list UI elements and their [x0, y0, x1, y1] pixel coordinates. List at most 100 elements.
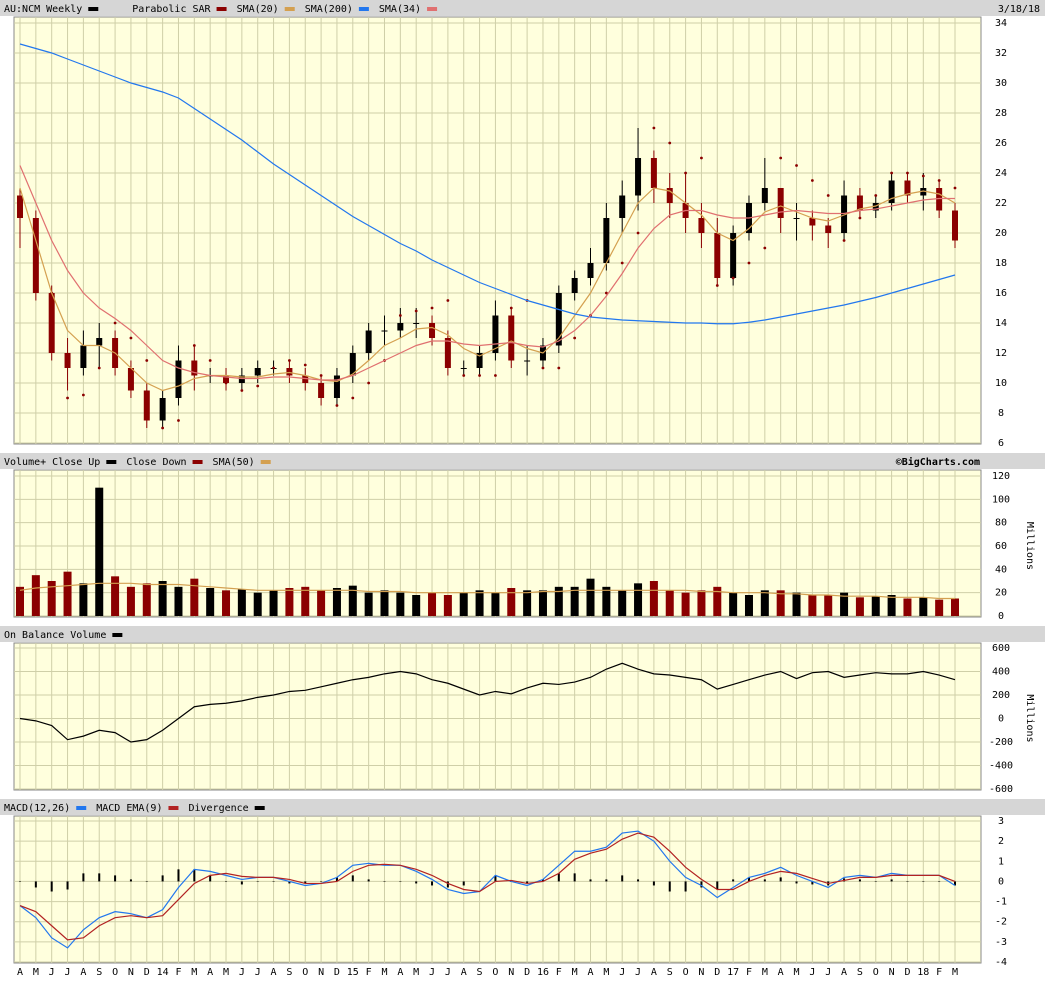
plot-area	[13, 16, 982, 445]
y-tick-label: 28	[995, 108, 1007, 119]
y-tick-label: 40	[995, 564, 1007, 575]
sar-dot	[462, 374, 466, 377]
y-axis-label: Millions	[1024, 522, 1035, 570]
candle-body	[143, 390, 150, 421]
y-tick-label: 60	[995, 541, 1007, 552]
candle-body	[333, 375, 340, 398]
x-tick-label: A	[207, 967, 213, 978]
panel-header	[0, 0, 1045, 16]
volume-bar	[935, 599, 944, 616]
divergence-bar	[811, 881, 814, 885]
panel-header	[0, 626, 1045, 642]
y-tick-label: 3	[998, 816, 1004, 827]
x-tick-label: O	[873, 967, 879, 978]
divergence-bar	[526, 881, 529, 884]
divergence-bar	[351, 875, 354, 882]
sar-dot	[303, 363, 307, 367]
y-tick-label: 24	[995, 168, 1007, 179]
y-tick-label: 22	[995, 198, 1007, 209]
candle-body	[191, 360, 198, 376]
plot-area	[13, 815, 982, 964]
legend-swatch	[76, 806, 87, 810]
legend-label: MACD EMA(9)	[96, 803, 162, 814]
candle-body	[841, 195, 848, 233]
sar-dot	[890, 171, 894, 175]
y-tick-label: 34	[995, 18, 1007, 29]
y-tick-label: 12	[995, 348, 1007, 359]
divergence-bar	[874, 881, 877, 882]
sar-dot	[192, 344, 196, 347]
divergence-bar	[652, 881, 655, 886]
candle-body	[825, 225, 832, 233]
divergence-bar	[98, 873, 101, 882]
sar-dot	[921, 174, 925, 178]
y-tick-label: -4	[995, 957, 1007, 968]
y-tick-label: -2	[995, 917, 1007, 928]
sar-dot	[842, 239, 846, 242]
divergence-bar	[954, 881, 956, 886]
sar-dot	[731, 276, 735, 280]
series-line	[19, 830, 956, 949]
candle-body	[777, 188, 784, 218]
candle-body	[508, 315, 515, 361]
sar-dot	[573, 336, 577, 340]
y-tick-label: 0	[998, 714, 1004, 725]
divergence-bar	[462, 881, 465, 886]
candle-body	[159, 398, 166, 421]
volume-bar	[269, 590, 278, 616]
legend-label: On Balance Volume	[4, 630, 106, 641]
x-tick-label: N	[128, 967, 134, 978]
legend-swatch	[168, 806, 179, 810]
sar-dot	[826, 194, 830, 197]
candle-body	[650, 158, 657, 188]
volume-bar	[237, 589, 246, 616]
candle-body	[413, 323, 420, 324]
volume-bar	[776, 590, 785, 616]
x-tick-label: J	[49, 967, 55, 978]
y-tick-label: 0	[998, 876, 1004, 887]
divergence-bar	[621, 875, 624, 882]
sar-dot	[557, 366, 561, 370]
candle-body	[761, 188, 768, 203]
candle-body	[460, 368, 467, 369]
divergence-bar	[763, 879, 766, 882]
candle-body	[856, 195, 863, 211]
x-tick-label: M	[794, 967, 800, 978]
x-tick-label: S	[477, 967, 483, 978]
sar-dot	[351, 396, 355, 400]
volume-bar	[459, 592, 468, 616]
divergence-bar	[858, 879, 861, 882]
sar-dot	[319, 374, 323, 377]
legend-label: Close Up	[52, 457, 100, 468]
divergence-bar	[589, 879, 592, 882]
sar-dot	[684, 171, 687, 175]
x-tick-label: S	[667, 967, 673, 978]
candle-body	[809, 218, 816, 226]
sar-dot	[288, 359, 291, 362]
volume-bar	[380, 590, 389, 616]
candle-body	[603, 218, 610, 263]
candle-body	[175, 360, 182, 398]
candle-body	[524, 360, 531, 362]
volume-bar	[523, 590, 532, 616]
divergence-bar	[66, 881, 69, 890]
volume-bar	[887, 595, 896, 616]
candle-body	[587, 263, 594, 278]
candle-body	[286, 368, 293, 376]
divergence-bar	[82, 873, 85, 882]
x-tick-label: M	[381, 967, 387, 978]
divergence-bar	[320, 881, 323, 882]
divergence-bar	[922, 881, 925, 882]
plot-area	[13, 642, 982, 791]
sar-dot	[335, 404, 339, 407]
y-tick-label: 100	[992, 494, 1010, 505]
volume-bar	[285, 588, 294, 616]
volume-bar	[317, 590, 326, 616]
sar-dot	[715, 284, 719, 287]
candle-body	[904, 180, 911, 196]
legend-swatch	[284, 7, 295, 11]
sar-dot	[272, 366, 275, 370]
divergence-bar	[288, 881, 291, 884]
volume-bar	[507, 588, 516, 616]
